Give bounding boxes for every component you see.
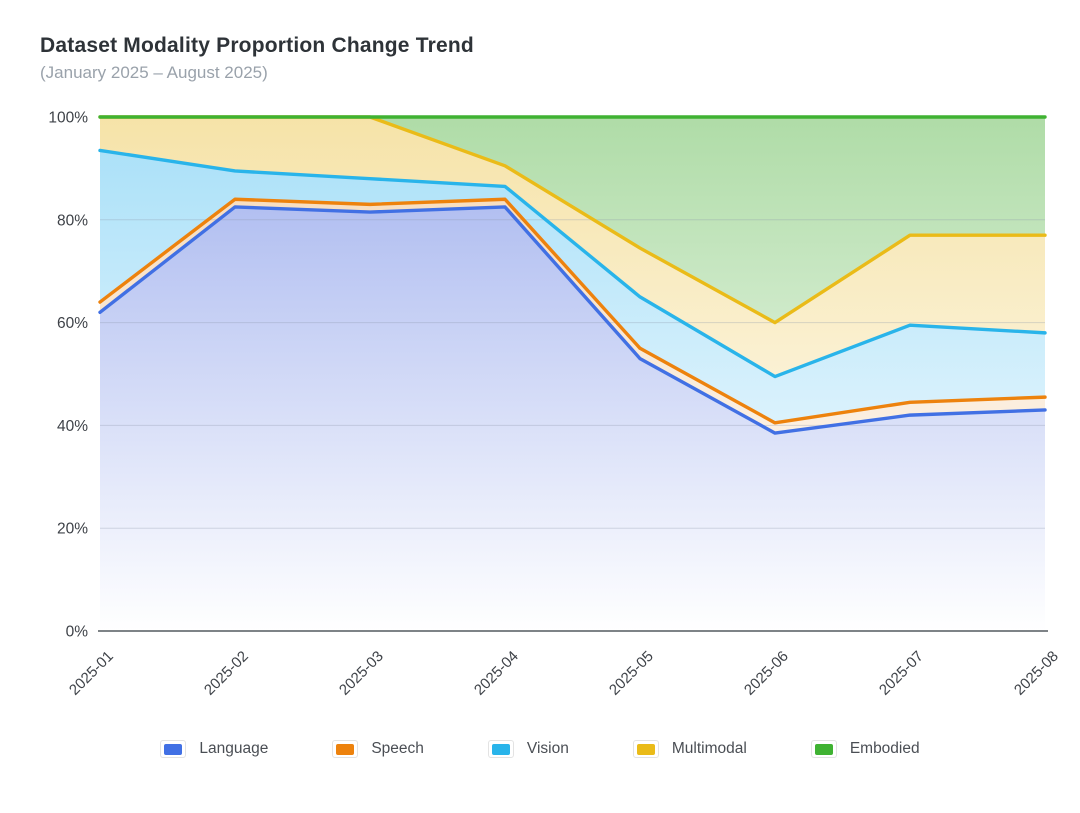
x-tick-label-2025-03: 2025-03	[336, 648, 387, 699]
legend-swatch-speech	[332, 740, 359, 758]
series-area-speech	[100, 199, 1045, 434]
x-tick-label-2025-01: 2025-01	[66, 648, 117, 699]
series-line-language	[98, 205, 1047, 435]
y-tick-label-60: 60%	[57, 315, 88, 332]
y-tick-label-100: 100%	[48, 110, 88, 127]
chart-subtitle: (January 2025 – August 2025)	[40, 63, 268, 82]
y-tick-label-40: 40%	[57, 418, 88, 435]
series-line-vision	[98, 148, 1047, 379]
legend-label-embodied: Embodied	[849, 740, 920, 757]
x-tick-label-2025-05: 2025-05	[606, 648, 657, 699]
series-line-speech	[98, 197, 1047, 425]
legend-swatch-multimodal	[632, 740, 659, 758]
legend-item-embodied[interactable]: Embodied	[810, 740, 920, 758]
series-area-vision	[100, 150, 1045, 423]
series-area-language	[100, 206, 1045, 631]
legend-swatch-embodied	[810, 740, 837, 758]
x-tick-label-2025-08: 2025-08	[1011, 648, 1062, 699]
x-axis-labels: 2025-01 2025-02 2025-03 2025-04 2025-05 2025-…	[66, 648, 1062, 699]
legend-item-speech[interactable]: Speech	[332, 740, 424, 758]
legend-swatch-color-embodied	[814, 743, 833, 755]
legend-swatch-color-vision	[491, 743, 510, 755]
legend-item-language[interactable]: Language	[160, 740, 268, 758]
legend-label-vision: Vision	[526, 740, 569, 757]
y-tick-label-80: 80%	[57, 212, 88, 229]
x-tick-label-2025-07: 2025-07	[876, 648, 927, 699]
legend-label-speech: Speech	[371, 740, 424, 757]
x-tick-label-2025-02: 2025-02	[201, 648, 252, 699]
legend-item-multimodal[interactable]: Multimodal	[632, 740, 747, 758]
legend-item-vision[interactable]: Vision	[487, 740, 569, 758]
series-areas	[100, 117, 1045, 631]
modality-trend-chart: 0%20%40%60%80%100%2025-01 2025-02 2025-03 2…	[48, 110, 1062, 699]
x-tick-label-2025-06: 2025-06	[741, 648, 792, 699]
chart-title: Dataset Modality Proportion Change Trend	[40, 34, 474, 57]
legend-swatch-color-multimodal	[636, 743, 655, 755]
legend-label-multimodal: Multimodal	[671, 740, 747, 757]
series-area-multimodal	[100, 117, 1045, 377]
legend-swatch-color-language	[164, 743, 183, 755]
series-area-embodied	[100, 117, 1045, 323]
legend-swatch-vision	[487, 740, 514, 758]
legend-swatch-color-speech	[336, 743, 355, 755]
y-axis-labels: 0% 20% 40% 60% 80% 100%	[48, 110, 88, 641]
chart-legend: Language Speech Vision Multimodal Embodied	[0, 740, 1080, 758]
y-tick-label-20: 20%	[57, 521, 88, 538]
legend-label-language: Language	[199, 740, 269, 757]
series-lines	[98, 115, 1047, 435]
x-tick-label-2025-04: 2025-04	[471, 648, 522, 699]
legend-swatch-language	[160, 740, 187, 758]
y-tick-label-0: 0%	[66, 624, 89, 641]
